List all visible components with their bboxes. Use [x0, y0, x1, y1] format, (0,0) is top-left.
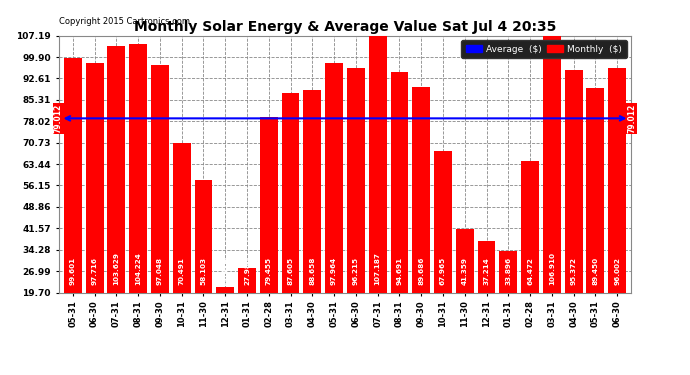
Text: 33.896: 33.896	[505, 257, 511, 285]
Text: 103.629: 103.629	[113, 252, 119, 285]
Bar	[108, 46, 126, 292]
Title: Monthly Solar Energy & Average Value Sat Jul 4 20:35: Monthly Solar Energy & Average Value Sat…	[134, 21, 556, 34]
Bar	[129, 44, 147, 292]
Text: 97.048: 97.048	[157, 257, 163, 285]
Bar	[304, 90, 322, 292]
Text: 67.965: 67.965	[440, 257, 446, 285]
Text: 64.472: 64.472	[527, 257, 533, 285]
Text: 79.012: 79.012	[54, 104, 63, 133]
Bar	[238, 268, 256, 292]
Bar	[543, 36, 561, 292]
Text: 79.012: 79.012	[627, 104, 636, 133]
Text: 89.686: 89.686	[418, 257, 424, 285]
Bar	[151, 65, 169, 292]
Text: 107.187: 107.187	[375, 252, 381, 285]
Bar	[195, 180, 213, 292]
Text: 27.986: 27.986	[244, 257, 250, 285]
Text: 87.605: 87.605	[288, 257, 293, 285]
Bar	[609, 69, 626, 292]
Bar	[434, 151, 452, 292]
Text: 79.455: 79.455	[266, 257, 272, 285]
Text: Copyright 2015 Cartronics.com: Copyright 2015 Cartronics.com	[59, 17, 190, 26]
Bar	[368, 36, 386, 292]
Text: 94.691: 94.691	[397, 257, 402, 285]
Bar	[391, 72, 408, 292]
Text: 41.359: 41.359	[462, 257, 468, 285]
Bar	[282, 93, 299, 292]
Bar	[260, 117, 277, 292]
Text: 89.450: 89.450	[593, 257, 598, 285]
Bar	[413, 87, 430, 292]
Text: 21.414: 21.414	[222, 257, 228, 285]
Text: 104.224: 104.224	[135, 252, 141, 285]
Bar	[216, 288, 234, 292]
Text: 106.910: 106.910	[549, 252, 555, 285]
Text: 88.658: 88.658	[309, 257, 315, 285]
Bar	[500, 251, 518, 292]
Text: 37.214: 37.214	[484, 257, 489, 285]
Bar	[586, 88, 604, 292]
Text: 97.716: 97.716	[92, 257, 97, 285]
Text: 70.491: 70.491	[179, 257, 185, 285]
Bar	[456, 229, 474, 292]
Text: 58.103: 58.103	[201, 257, 206, 285]
Bar	[521, 161, 539, 292]
Text: 99.601: 99.601	[70, 257, 76, 285]
Bar	[172, 143, 190, 292]
Bar	[325, 63, 343, 292]
Legend: Average  ($), Monthly  ($): Average ($), Monthly ($)	[461, 40, 627, 58]
Bar	[564, 70, 582, 292]
Text: 96.002: 96.002	[614, 257, 620, 285]
Bar	[86, 63, 104, 292]
Text: 95.372: 95.372	[571, 257, 577, 285]
Text: 96.215: 96.215	[353, 257, 359, 285]
Bar	[347, 68, 365, 292]
Text: 97.964: 97.964	[331, 257, 337, 285]
Bar	[477, 241, 495, 292]
Bar	[64, 58, 81, 292]
